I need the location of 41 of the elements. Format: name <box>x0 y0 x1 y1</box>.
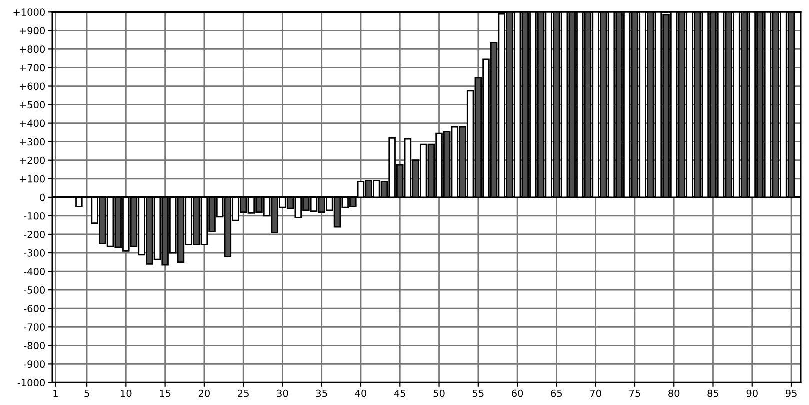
x-tick-label: 10 <box>121 390 132 398</box>
x-tick-label: 55 <box>472 390 484 398</box>
y-tick-label: -500 <box>24 286 45 294</box>
y-tick-label: -1000 <box>18 379 45 387</box>
y-tick-label: +200 <box>20 156 45 164</box>
x-tick-label: 15 <box>160 390 171 398</box>
x-tick-label: 30 <box>277 390 288 398</box>
x-tick-label: 70 <box>590 390 602 398</box>
x-tick-label: 35 <box>316 390 328 398</box>
y-tick-label: +700 <box>20 64 45 72</box>
x-tick-label: 90 <box>746 390 758 398</box>
y-tick-label: -200 <box>24 230 45 238</box>
x-tick-label: 5 <box>84 390 90 398</box>
x-tick-label: 65 <box>551 390 562 398</box>
y-tick-label: +600 <box>20 82 45 90</box>
x-tick-label: 85 <box>708 390 719 398</box>
x-tick-label: 75 <box>630 390 640 398</box>
y-tick-label: -300 <box>24 250 45 257</box>
y-tick-label: -900 <box>24 360 45 368</box>
y-tick-label: +800 <box>20 46 45 54</box>
x-tick-label: 20 <box>198 390 210 398</box>
x-tick-label: 95 <box>786 390 797 398</box>
x-tick-label: 25 <box>238 390 249 398</box>
y-tick-label: -600 <box>24 305 45 312</box>
y-tick-label: 0 <box>40 194 45 202</box>
y-tick-label: -100 <box>24 212 45 220</box>
y-tick-label: +1000 <box>14 8 45 16</box>
x-tick-label: 50 <box>434 390 445 398</box>
y-tick-label: +300 <box>20 138 45 146</box>
y-tick-label: +500 <box>20 101 45 109</box>
y-tick-label: -400 <box>24 268 45 276</box>
x-tick-label: 45 <box>394 390 406 398</box>
x-tick-label: 80 <box>668 390 680 398</box>
y-tick-label: -800 <box>24 342 45 350</box>
y-tick-label: +400 <box>20 120 45 128</box>
y-tick-label: -700 <box>24 324 45 331</box>
y-tick-label: +900 <box>20 27 45 35</box>
y-tick-label: +100 <box>20 175 45 183</box>
x-tick-label: 40 <box>355 390 367 398</box>
x-tick-label: 60 <box>512 390 524 398</box>
x-tick-label: 1 <box>54 390 58 398</box>
